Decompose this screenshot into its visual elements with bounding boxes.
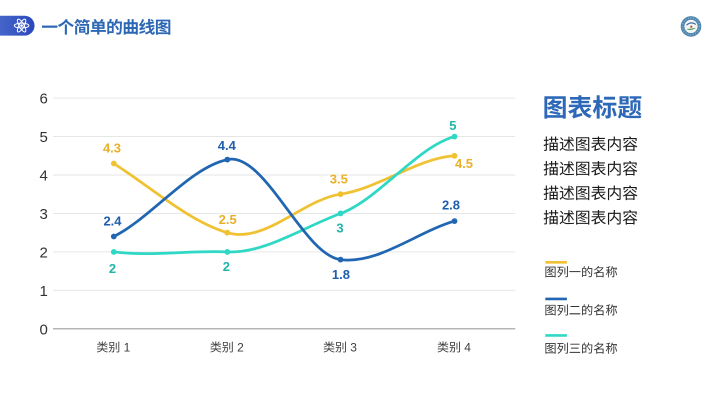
svg-text:2: 2 [237, 340, 244, 354]
svg-text:3.5: 3.5 [330, 172, 348, 187]
svg-text:2.8: 2.8 [442, 198, 460, 213]
svg-text:3: 3 [336, 221, 343, 236]
svg-text:4.4: 4.4 [218, 138, 237, 153]
svg-text:4: 4 [464, 340, 471, 354]
svg-text:1: 1 [39, 283, 47, 300]
svg-text:6: 6 [39, 91, 47, 108]
svg-text:2: 2 [223, 259, 230, 274]
svg-text:4.3: 4.3 [103, 141, 121, 156]
svg-text:2.4: 2.4 [103, 214, 122, 229]
svg-text:4: 4 [39, 167, 47, 184]
svg-text:4.5: 4.5 [455, 156, 473, 171]
svg-text:1: 1 [124, 340, 131, 354]
svg-text:2.5: 2.5 [219, 212, 237, 227]
svg-text:1.8: 1.8 [332, 267, 350, 282]
svg-text:5: 5 [449, 118, 456, 133]
svg-text:5: 5 [39, 129, 47, 146]
svg-text:3: 3 [39, 206, 47, 223]
svg-text:2: 2 [109, 261, 116, 276]
svg-text:3: 3 [350, 340, 357, 354]
svg-text:0: 0 [39, 321, 47, 338]
svg-text:2: 2 [39, 244, 47, 261]
